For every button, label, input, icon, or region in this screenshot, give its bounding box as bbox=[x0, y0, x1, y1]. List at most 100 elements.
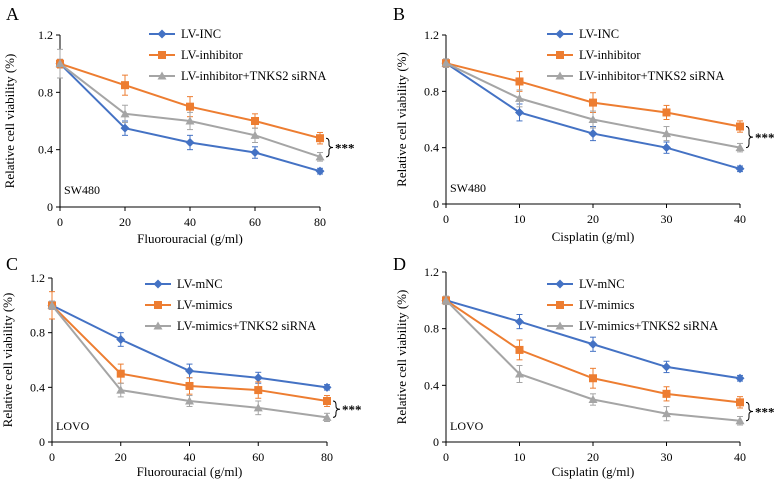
data-point-marker bbox=[116, 335, 126, 344]
x-tick-label: 30 bbox=[661, 450, 673, 464]
legend-marker bbox=[157, 71, 167, 80]
data-point-marker bbox=[735, 143, 745, 152]
data-point-marker bbox=[185, 381, 194, 390]
data-point-marker bbox=[662, 108, 671, 117]
x-tick-label: 20 bbox=[115, 450, 127, 464]
significance-label: *** bbox=[342, 402, 362, 417]
y-tick-label: 0.8 bbox=[424, 84, 439, 98]
y-tick-label: 0.8 bbox=[30, 326, 45, 340]
cell-line-label: SW480 bbox=[450, 181, 486, 195]
data-point-marker bbox=[589, 374, 597, 383]
legend-entry: LV-mNC bbox=[579, 277, 625, 291]
legend-marker bbox=[153, 321, 163, 330]
data-point-marker bbox=[315, 152, 325, 161]
x-tick-label: 0 bbox=[57, 215, 63, 229]
significance-label: *** bbox=[755, 405, 775, 420]
y-tick-label: 1.2 bbox=[38, 28, 53, 42]
significance-bracket bbox=[325, 137, 334, 158]
legend-entry: LV-inhibitor bbox=[181, 48, 243, 62]
legend-entry: LV-mNC bbox=[177, 277, 223, 291]
legend-marker bbox=[154, 301, 162, 309]
y-axis-label: Relative cell viability (%) bbox=[2, 54, 17, 189]
data-point-marker bbox=[736, 398, 744, 407]
legend-entry: LV-mimics bbox=[579, 298, 634, 312]
y-tick-label: 1.2 bbox=[424, 28, 439, 42]
legend-entry: LV-INC bbox=[181, 27, 221, 41]
x-tick-label: 80 bbox=[314, 215, 326, 229]
legend-marker bbox=[555, 279, 565, 289]
y-tick-label: 0 bbox=[39, 435, 45, 449]
data-point-marker bbox=[254, 386, 263, 395]
legend-marker bbox=[153, 279, 163, 289]
data-point-marker bbox=[323, 397, 331, 405]
panel-label: A bbox=[6, 4, 19, 24]
x-tick-label: 40 bbox=[184, 215, 196, 229]
data-point-marker bbox=[253, 373, 263, 383]
legend-marker bbox=[555, 29, 565, 39]
y-tick-label: 1.2 bbox=[424, 265, 439, 279]
x-tick-label: 0 bbox=[443, 450, 449, 464]
x-tick-label: 20 bbox=[587, 212, 599, 226]
data-point-marker bbox=[322, 412, 332, 421]
x-axis-label: Cisplatin (g/ml) bbox=[552, 464, 635, 479]
x-tick-label: 10 bbox=[514, 450, 526, 464]
y-tick-label: 0 bbox=[433, 197, 439, 211]
x-tick-label: 20 bbox=[119, 215, 131, 229]
cell-line-label: LOVO bbox=[450, 419, 484, 433]
data-point-marker bbox=[322, 382, 332, 392]
data-point-marker bbox=[316, 134, 324, 143]
y-tick-label: 0.4 bbox=[424, 378, 439, 392]
panel-label: D bbox=[393, 254, 406, 274]
data-point-marker bbox=[47, 300, 57, 309]
legend-entry: LV-mimics+TNKS2 siRNA bbox=[579, 319, 718, 333]
x-tick-label: 0 bbox=[49, 450, 55, 464]
x-tick-label: 40 bbox=[734, 450, 746, 464]
data-point-marker bbox=[116, 369, 125, 378]
data-point-marker bbox=[589, 98, 597, 107]
x-tick-label: 60 bbox=[249, 215, 261, 229]
legend-marker bbox=[157, 29, 167, 39]
significance-bracket bbox=[332, 400, 341, 418]
data-point-marker bbox=[185, 116, 195, 125]
x-tick-label: 20 bbox=[587, 450, 599, 464]
legend-entry: LV-inhibitor bbox=[579, 48, 641, 62]
legend-entry: LV-mimics+TNKS2 siRNA bbox=[177, 319, 316, 333]
significance-label: *** bbox=[755, 130, 775, 145]
data-point-marker bbox=[253, 403, 263, 412]
y-axis-label: Relative cell viability (%) bbox=[0, 293, 15, 428]
cell-line-label: LOVO bbox=[56, 419, 90, 433]
x-tick-label: 0 bbox=[443, 212, 449, 226]
legend-marker bbox=[158, 51, 166, 59]
data-point-marker bbox=[185, 396, 194, 405]
legend-entry: LV-inhibitor+TNKS2 siRNA bbox=[579, 69, 724, 83]
x-tick-label: 40 bbox=[734, 212, 746, 226]
y-tick-label: 0.4 bbox=[38, 143, 53, 157]
x-tick-label: 10 bbox=[514, 212, 526, 226]
x-axis-label: Fluorouracial (g/ml) bbox=[137, 231, 243, 246]
data-point-marker bbox=[588, 129, 598, 139]
y-tick-label: 0.4 bbox=[30, 380, 45, 394]
legend-entry: LV-mimics bbox=[177, 298, 232, 312]
x-axis-label: Fluorouracial (g/ml) bbox=[137, 464, 243, 479]
data-point-marker bbox=[55, 59, 65, 68]
data-point-marker bbox=[315, 166, 325, 176]
y-tick-label: 0 bbox=[433, 435, 439, 449]
data-point-marker bbox=[588, 395, 598, 403]
legend-entry: LV-inhibitor+TNKS2 siRNA bbox=[181, 69, 326, 83]
cell-line-label: SW480 bbox=[64, 183, 100, 197]
data-point-marker bbox=[185, 366, 194, 376]
legend-marker bbox=[556, 51, 564, 59]
data-point-marker bbox=[515, 77, 524, 86]
data-point-marker bbox=[441, 295, 451, 304]
legend-marker bbox=[555, 71, 565, 80]
data-point-marker bbox=[588, 339, 598, 349]
panel-label: C bbox=[6, 254, 18, 274]
data-point-marker bbox=[251, 117, 259, 125]
significance-bracket bbox=[745, 401, 754, 422]
x-tick-label: 30 bbox=[661, 212, 673, 226]
data-point-marker bbox=[662, 143, 671, 153]
data-point-marker bbox=[735, 164, 745, 174]
x-axis-label: Cisplatin (g/ml) bbox=[552, 229, 635, 244]
x-tick-label: 60 bbox=[252, 450, 264, 464]
